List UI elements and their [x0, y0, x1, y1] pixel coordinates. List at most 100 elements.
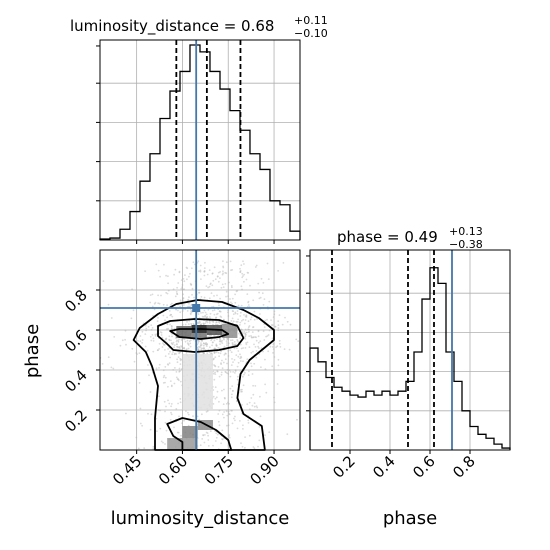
scatter-point	[249, 284, 251, 287]
scatter-point	[278, 339, 281, 342]
scatter-point	[248, 401, 251, 404]
scatter-point	[207, 286, 210, 289]
scatter-point	[197, 260, 200, 263]
ld-title-main: luminosity_distance = 0.68	[70, 17, 274, 36]
scatter-point	[234, 370, 237, 372]
scatter-point	[198, 270, 200, 272]
scatter-point	[239, 315, 242, 317]
scatter-point	[207, 445, 210, 447]
scatter-point	[237, 361, 240, 364]
scatter-point	[240, 355, 242, 358]
scatter-point	[177, 309, 179, 312]
scatter-point	[247, 326, 250, 329]
scatter-point	[107, 303, 110, 306]
scatter-point	[197, 340, 200, 342]
scatter-point	[112, 367, 115, 370]
scatter-point	[189, 342, 192, 345]
scatter-point	[197, 313, 200, 315]
scatter-point	[236, 365, 239, 368]
scatter-point	[234, 301, 237, 304]
scatter-point	[225, 340, 228, 342]
density-cell-5	[182, 426, 198, 438]
scatter-point	[252, 350, 254, 353]
scatter-point	[243, 331, 246, 333]
phase-frame	[309, 249, 511, 451]
scatter-point	[113, 336, 116, 338]
scatter-point	[221, 321, 223, 324]
scatter-point	[192, 415, 194, 417]
scatter-point	[160, 440, 163, 443]
scatter-point	[240, 319, 243, 322]
scatter-point	[218, 322, 221, 324]
scatter-point	[234, 372, 236, 374]
scatter-point	[257, 445, 259, 448]
scatter-point	[179, 359, 182, 362]
scatter-point	[148, 374, 150, 377]
scatter-point	[217, 413, 220, 415]
scatter-point	[233, 359, 236, 361]
scatter-point	[164, 421, 167, 424]
scatter-point	[216, 275, 219, 278]
scatter-point	[225, 410, 228, 413]
scatter-point	[132, 309, 135, 312]
scatter-point	[201, 315, 204, 318]
scatter-point	[170, 327, 173, 330]
scatter-point	[253, 336, 255, 339]
scatter-point	[243, 322, 246, 325]
scatter-point	[248, 370, 250, 373]
scatter-point	[268, 431, 271, 434]
scatter-point	[193, 263, 196, 266]
scatter-point	[165, 274, 168, 277]
scatter-point	[236, 427, 239, 430]
scatter-point	[244, 333, 247, 335]
scatter-point	[186, 310, 189, 312]
scatter-point	[157, 269, 160, 272]
scatter-point	[165, 328, 168, 330]
scatter-point	[222, 260, 224, 263]
scatter-point	[185, 352, 188, 354]
scatter-point	[170, 339, 172, 342]
scatter-point	[110, 366, 113, 369]
phase-xtick-label-3: 0.8	[449, 452, 479, 482]
scatter-point	[236, 321, 239, 323]
scatter-point	[259, 415, 262, 418]
scatter-point	[190, 339, 192, 341]
scatter-point	[171, 315, 174, 318]
scatter-point	[244, 319, 247, 321]
scatter-point	[254, 346, 257, 348]
scatter-point	[147, 364, 149, 366]
scatter-point	[171, 325, 173, 328]
scatter-point	[166, 316, 169, 319]
scatter-point	[183, 419, 185, 422]
scatter-point	[139, 407, 142, 410]
scatter-point	[242, 347, 245, 349]
scatter-point	[252, 393, 255, 396]
scatter-point	[224, 271, 227, 274]
scatter-point	[226, 344, 228, 347]
scatter-point	[170, 384, 173, 387]
scatter-point	[214, 364, 216, 367]
scatter-point	[250, 335, 252, 337]
scatter-point	[233, 347, 236, 350]
scatter-point	[258, 426, 261, 428]
scatter-point	[141, 342, 144, 344]
scatter-point	[242, 424, 244, 427]
scatter-point	[239, 353, 241, 356]
scatter-point	[219, 343, 221, 345]
scatter-point	[231, 297, 234, 300]
scatter-point	[230, 364, 233, 366]
scatter-point	[253, 318, 256, 321]
scatter-point	[247, 419, 250, 422]
scatter-point	[222, 322, 225, 324]
scatter-point	[185, 348, 188, 350]
density-cell-8	[182, 354, 213, 410]
scatter-point	[210, 292, 213, 294]
scatter-point	[196, 322, 199, 325]
contour-mid	[157, 318, 245, 353]
scatter-point	[179, 299, 182, 302]
phase-xtick-label-2: 0.6	[409, 452, 439, 482]
scatter-point	[149, 391, 152, 393]
scatter-point	[244, 372, 246, 374]
scatter-point	[173, 426, 175, 429]
scatter-point	[172, 351, 174, 353]
